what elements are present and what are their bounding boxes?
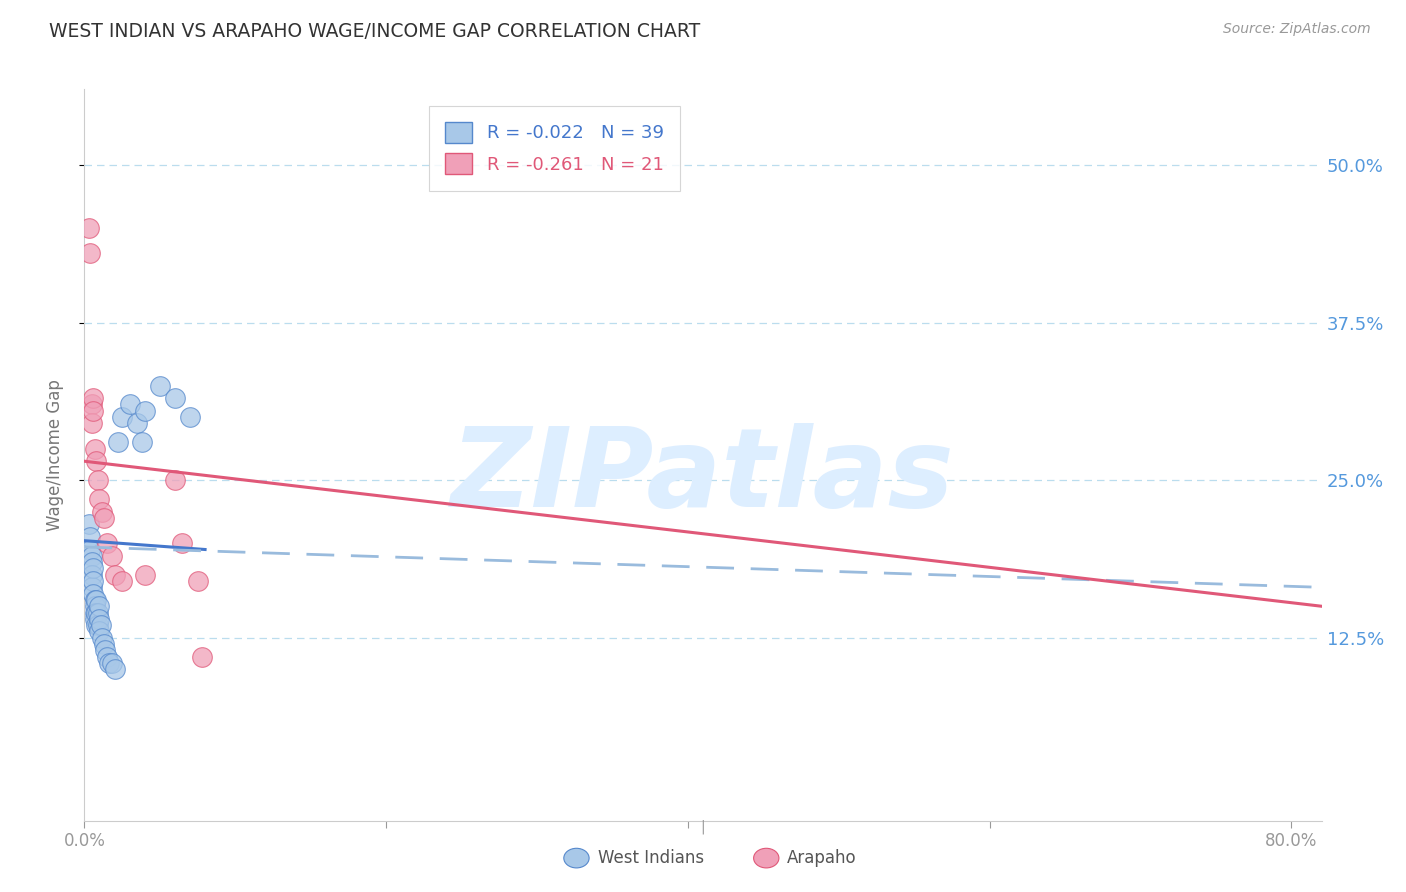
Point bbox=[82, 404, 104, 418]
Point bbox=[86, 606, 108, 620]
Point bbox=[84, 593, 107, 607]
Point bbox=[79, 246, 101, 260]
Point bbox=[100, 549, 122, 563]
Point bbox=[91, 505, 114, 519]
Point bbox=[93, 637, 115, 651]
Point bbox=[111, 574, 134, 588]
Point bbox=[191, 649, 214, 664]
Point bbox=[80, 549, 103, 563]
Point bbox=[79, 542, 101, 557]
Point bbox=[118, 397, 141, 411]
Text: |: | bbox=[700, 820, 706, 834]
Point bbox=[77, 517, 100, 532]
Point bbox=[87, 618, 110, 632]
Point bbox=[179, 410, 201, 425]
Point bbox=[82, 391, 104, 405]
Point bbox=[91, 631, 114, 645]
Point bbox=[80, 417, 103, 431]
Point bbox=[89, 624, 111, 639]
Point bbox=[82, 561, 104, 575]
Point bbox=[97, 656, 120, 670]
Point bbox=[87, 473, 110, 487]
Point bbox=[103, 567, 125, 582]
Point bbox=[84, 599, 107, 614]
Point bbox=[172, 536, 194, 550]
Point bbox=[96, 536, 118, 550]
Point bbox=[90, 618, 112, 632]
Text: ZIPatlas: ZIPatlas bbox=[451, 424, 955, 531]
Point bbox=[84, 442, 107, 456]
Point bbox=[82, 574, 104, 588]
Point bbox=[86, 618, 108, 632]
Point bbox=[89, 612, 111, 626]
Point bbox=[163, 473, 186, 487]
Point bbox=[134, 567, 156, 582]
Point bbox=[79, 530, 101, 544]
Point bbox=[163, 391, 186, 405]
Text: West Indians: West Indians bbox=[598, 849, 703, 867]
Point bbox=[131, 435, 153, 450]
Point bbox=[80, 580, 103, 594]
Point bbox=[111, 410, 134, 425]
Point bbox=[89, 599, 111, 614]
Point bbox=[87, 606, 110, 620]
Point bbox=[86, 454, 108, 468]
Point bbox=[89, 491, 111, 506]
Point bbox=[103, 662, 125, 676]
Point bbox=[107, 435, 129, 450]
Point bbox=[80, 555, 103, 569]
Point bbox=[134, 404, 156, 418]
Point bbox=[84, 606, 107, 620]
Point bbox=[94, 643, 117, 657]
Point bbox=[86, 593, 108, 607]
Point bbox=[100, 656, 122, 670]
Point bbox=[186, 574, 208, 588]
Point bbox=[82, 587, 104, 601]
Point bbox=[149, 378, 172, 392]
Point bbox=[80, 397, 103, 411]
Point bbox=[96, 649, 118, 664]
Point bbox=[84, 612, 107, 626]
Point bbox=[93, 511, 115, 525]
Point bbox=[77, 221, 100, 235]
Text: Arapaho: Arapaho bbox=[787, 849, 858, 867]
Legend: R = -0.022   N = 39, R = -0.261   N = 21: R = -0.022 N = 39, R = -0.261 N = 21 bbox=[429, 105, 681, 191]
Point bbox=[127, 417, 149, 431]
Point bbox=[80, 567, 103, 582]
Y-axis label: Wage/Income Gap: Wage/Income Gap bbox=[45, 379, 63, 531]
Text: WEST INDIAN VS ARAPAHO WAGE/INCOME GAP CORRELATION CHART: WEST INDIAN VS ARAPAHO WAGE/INCOME GAP C… bbox=[49, 22, 700, 41]
Text: Source: ZipAtlas.com: Source: ZipAtlas.com bbox=[1223, 22, 1371, 37]
